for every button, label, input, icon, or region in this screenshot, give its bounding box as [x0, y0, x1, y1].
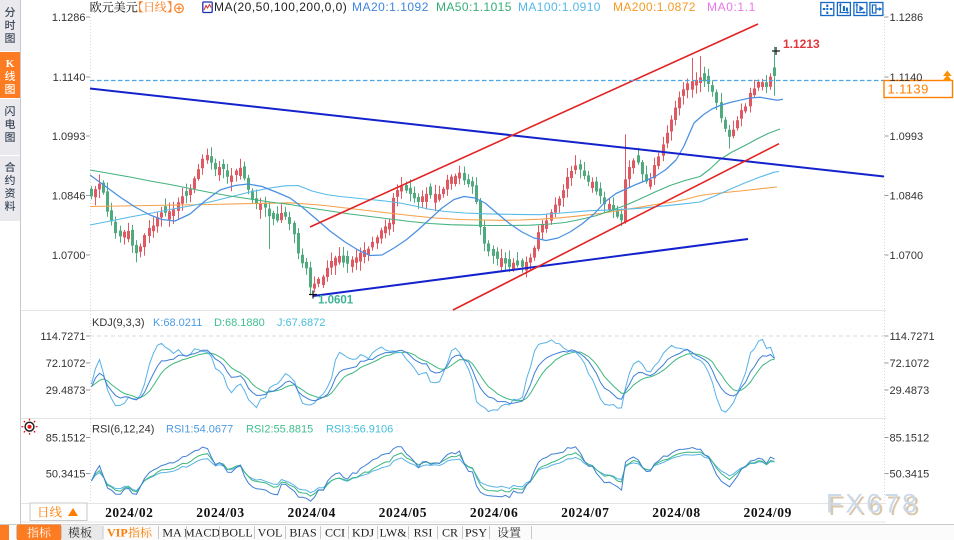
- svg-text:MA50:1.1015: MA50:1.1015: [436, 0, 512, 14]
- svg-text:1.0601: 1.0601: [318, 295, 354, 307]
- svg-text:FX678: FX678: [829, 491, 923, 521]
- svg-text:1.0700: 1.0700: [890, 250, 924, 262]
- svg-text:85.1512: 85.1512: [890, 433, 930, 445]
- svg-text:MACD: MACD: [184, 526, 220, 540]
- svg-text:RSI(6,12,24): RSI(6,12,24): [92, 424, 154, 436]
- svg-text:MA(20,50,100,200,0,0): MA(20,50,100,200,0,0): [214, 0, 347, 14]
- svg-text:1.1140: 1.1140: [890, 72, 923, 84]
- svg-text:29.4873: 29.4873: [890, 385, 930, 397]
- svg-text:72.1072: 72.1072: [46, 358, 86, 370]
- svg-text:MA20:1.1092: MA20:1.1092: [352, 0, 429, 14]
- svg-text:RSI2:55.8815: RSI2:55.8815: [246, 424, 313, 436]
- svg-text:1.0846: 1.0846: [890, 191, 924, 203]
- svg-text:FX678: FX678: [826, 489, 920, 519]
- svg-text:2024/05: 2024/05: [379, 505, 427, 520]
- svg-text:114.7271: 114.7271: [40, 331, 85, 343]
- svg-text:1.0993: 1.0993: [890, 131, 924, 143]
- svg-text:1.1139: 1.1139: [888, 82, 929, 97]
- svg-text:MA0:1.1: MA0:1.1: [707, 0, 756, 14]
- svg-text:BOLL: BOLL: [221, 526, 252, 540]
- svg-text:85.1512: 85.1512: [46, 433, 86, 445]
- svg-text:RSI1:54.0677: RSI1:54.0677: [166, 424, 233, 436]
- svg-text:2024/07: 2024/07: [561, 505, 609, 520]
- svg-text:1.1286: 1.1286: [890, 12, 924, 24]
- svg-text:J:67.6872: J:67.6872: [277, 317, 325, 329]
- svg-text:CR: CR: [442, 526, 458, 540]
- svg-text:1.1286: 1.1286: [52, 12, 86, 24]
- svg-text:1.1140: 1.1140: [53, 72, 86, 84]
- svg-text:CCI: CCI: [325, 526, 345, 540]
- svg-text:MA: MA: [162, 526, 182, 540]
- svg-text:50.3415: 50.3415: [46, 469, 86, 481]
- svg-text:MA100:1.0910: MA100:1.0910: [518, 0, 601, 14]
- svg-text:2024/06: 2024/06: [470, 505, 518, 520]
- svg-text:114.7271: 114.7271: [890, 331, 935, 343]
- svg-text:KDJ(9,3,3): KDJ(9,3,3): [92, 317, 145, 329]
- svg-text:2024/09: 2024/09: [743, 505, 791, 520]
- svg-text:2024/08: 2024/08: [652, 505, 700, 520]
- svg-text:VOL: VOL: [258, 526, 283, 540]
- svg-text:MA200:1.0872: MA200:1.0872: [613, 0, 696, 14]
- svg-text:K: K: [6, 58, 15, 70]
- svg-text:RSI: RSI: [414, 526, 433, 540]
- svg-text:LW&: LW&: [379, 526, 407, 540]
- svg-text:PSY: PSY: [465, 526, 487, 540]
- svg-text:BIAS: BIAS: [289, 526, 316, 540]
- svg-text:50.3415: 50.3415: [890, 469, 930, 481]
- svg-text:29.4873: 29.4873: [46, 385, 86, 397]
- svg-text:2024/02: 2024/02: [105, 505, 153, 520]
- svg-text:72.1072: 72.1072: [890, 358, 930, 370]
- svg-text:KDJ: KDJ: [352, 526, 374, 540]
- svg-text:1.0993: 1.0993: [52, 131, 86, 143]
- svg-text:2024/04: 2024/04: [287, 505, 335, 520]
- svg-text:VIP: VIP: [107, 526, 128, 540]
- svg-text:2024/03: 2024/03: [196, 505, 244, 520]
- svg-text:1.0700: 1.0700: [52, 250, 86, 262]
- svg-text:RSI3:56.9106: RSI3:56.9106: [326, 424, 393, 436]
- svg-text:1.0846: 1.0846: [52, 191, 86, 203]
- svg-text:K:68.0211: K:68.0211: [153, 317, 202, 329]
- svg-text:D:68.1880: D:68.1880: [214, 317, 265, 329]
- svg-text:1.1213: 1.1213: [783, 37, 820, 51]
